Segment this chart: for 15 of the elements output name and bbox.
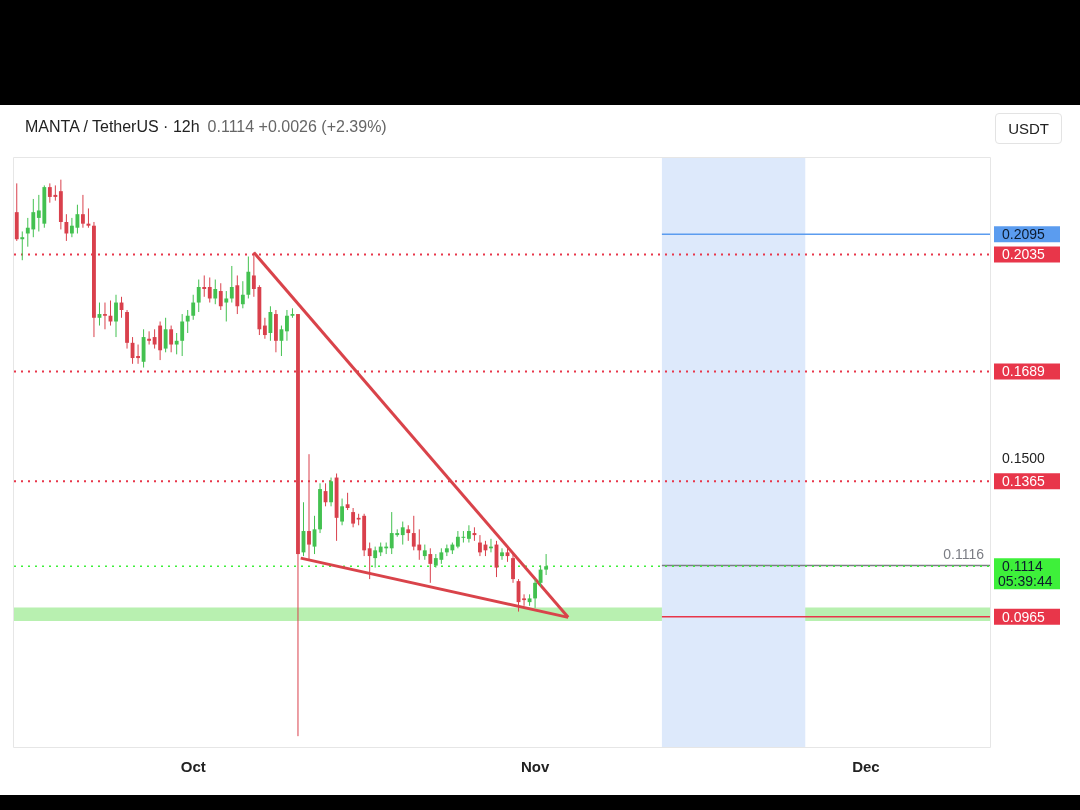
text: 05:39:44 xyxy=(998,573,1053,590)
ref-line-label: 0.1114 xyxy=(1002,558,1043,575)
chart-title: MANTA / TetherUS · 12h xyxy=(25,118,200,135)
ref-line-label: 0.1365 xyxy=(1002,473,1046,490)
ref-line-label: 0.2095 xyxy=(1002,226,1046,243)
text: 0.1500 xyxy=(1002,450,1046,467)
x-tick-label: Dec xyxy=(852,758,880,776)
x-tick-label: Oct xyxy=(180,758,206,776)
ref-line-label: 0.1116 xyxy=(943,546,985,563)
ref-line-label: 0.0965 xyxy=(1002,608,1046,625)
x-tick-label: Nov xyxy=(520,758,550,776)
text: USDT xyxy=(995,113,1062,144)
chart-subtitle: 0.1114 +0.0026 (+2.39%) xyxy=(207,118,387,135)
ref-line-label: 0.2035 xyxy=(1002,246,1046,263)
ref-line-label: 0.1689 xyxy=(1002,363,1046,380)
